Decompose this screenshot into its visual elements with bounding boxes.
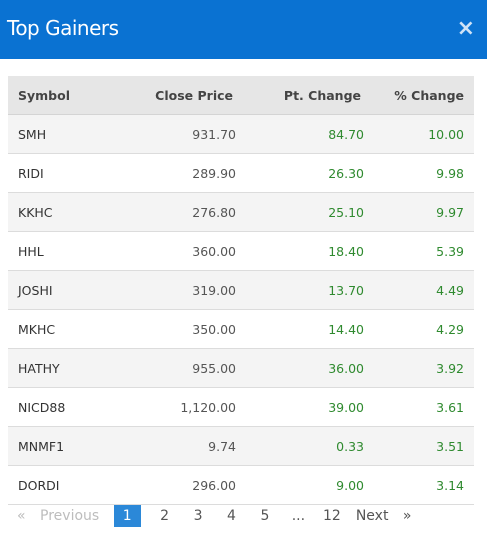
table-row: MKHC 350.00 14.40 4.29 <box>8 309 474 349</box>
pct-change-cell: 4.49 <box>364 270 474 310</box>
close-price-cell: 276.80 <box>102 192 236 232</box>
table-row: SMH 931.70 84.70 10.00 <box>8 114 474 154</box>
pt-change-cell: 0.33 <box>236 426 364 466</box>
last-page-icon[interactable]: » <box>402 508 412 524</box>
table-row: MNMF1 9.74 0.33 3.51 <box>8 426 474 466</box>
page-button-4[interactable]: 4 <box>227 508 236 524</box>
table-row: DORDI 296.00 9.00 3.14 <box>8 465 474 505</box>
pct-change-cell: 4.29 <box>364 309 474 349</box>
close-price-cell: 9.74 <box>102 426 236 466</box>
modal-title: Top Gainers <box>7 16 119 40</box>
close-price-cell: 296.00 <box>102 465 236 505</box>
modal-header: Top Gainers × <box>0 0 487 59</box>
page-button-12[interactable]: 12 <box>322 508 341 524</box>
symbol-cell[interactable]: DORDI <box>8 465 102 505</box>
previous-button: Previous <box>40 508 100 524</box>
pct-change-cell: 10.00 <box>364 114 474 154</box>
symbol-cell[interactable]: MNMF1 <box>8 426 102 466</box>
symbol-cell[interactable]: MKHC <box>8 309 102 349</box>
page-button-5[interactable]: 5 <box>260 508 270 524</box>
symbol-cell[interactable]: SMH <box>8 114 102 154</box>
close-price-cell: 319.00 <box>102 270 236 310</box>
symbol-cell[interactable]: HHL <box>8 231 102 271</box>
column-header-symbol[interactable]: Symbol <box>8 76 102 115</box>
pt-change-cell: 9.00 <box>236 465 364 505</box>
symbol-cell[interactable]: JOSHI <box>8 270 102 310</box>
column-header-pct-change[interactable]: % Change <box>364 76 474 115</box>
page-button-3[interactable]: 3 <box>193 508 203 524</box>
close-price-cell: 289.90 <box>102 153 236 193</box>
page-ellipsis: ... <box>291 508 306 524</box>
pt-change-cell: 13.70 <box>236 270 364 310</box>
pt-change-cell: 14.40 <box>236 309 364 349</box>
page-button-2[interactable]: 2 <box>160 508 170 524</box>
table-row: JOSHI 319.00 13.70 4.49 <box>8 270 474 310</box>
pct-change-cell: 9.97 <box>364 192 474 232</box>
pct-change-cell: 3.14 <box>364 465 474 505</box>
table-row: RIDI 289.90 26.30 9.98 <box>8 153 474 193</box>
pct-change-cell: 5.39 <box>364 231 474 271</box>
table-header-row: Symbol Close Price Pt. Change % Change <box>8 76 474 115</box>
table-row: HATHY 955.00 36.00 3.92 <box>8 348 474 388</box>
pct-change-cell: 9.98 <box>364 153 474 193</box>
close-price-cell: 955.00 <box>102 348 236 388</box>
column-header-pt-change[interactable]: Pt. Change <box>236 76 364 115</box>
symbol-cell[interactable]: HATHY <box>8 348 102 388</box>
pt-change-cell: 36.00 <box>236 348 364 388</box>
pct-change-cell: 3.92 <box>364 348 474 388</box>
first-page-icon: « <box>17 508 26 524</box>
symbol-cell[interactable]: RIDI <box>8 153 102 193</box>
close-icon[interactable]: × <box>456 16 475 41</box>
close-price-cell: 360.00 <box>102 231 236 271</box>
close-price-cell: 1,120.00 <box>102 387 236 427</box>
symbol-cell[interactable]: KKHC <box>8 192 102 232</box>
close-price-cell: 931.70 <box>102 114 236 154</box>
pt-change-cell: 25.10 <box>236 192 364 232</box>
pct-change-cell: 3.61 <box>364 387 474 427</box>
column-header-close-price[interactable]: Close Price <box>102 76 236 115</box>
pt-change-cell: 26.30 <box>236 153 364 193</box>
pt-change-cell: 18.40 <box>236 231 364 271</box>
symbol-cell[interactable]: NICD88 <box>8 387 102 427</box>
pt-change-cell: 39.00 <box>236 387 364 427</box>
page-button-1[interactable]: 1 <box>113 505 141 527</box>
table-row: NICD88 1,120.00 39.00 3.61 <box>8 387 474 427</box>
next-button[interactable]: Next <box>355 508 389 524</box>
close-price-cell: 350.00 <box>102 309 236 349</box>
table-row: HHL 360.00 18.40 5.39 <box>8 231 474 271</box>
pagination: « Previous 1 2 3 4 5 ... 12 Next » <box>17 505 411 527</box>
pt-change-cell: 84.70 <box>236 114 364 154</box>
pct-change-cell: 3.51 <box>364 426 474 466</box>
gainers-table: Symbol Close Price Pt. Change % Change S… <box>8 76 474 505</box>
table-row: KKHC 276.80 25.10 9.97 <box>8 192 474 232</box>
